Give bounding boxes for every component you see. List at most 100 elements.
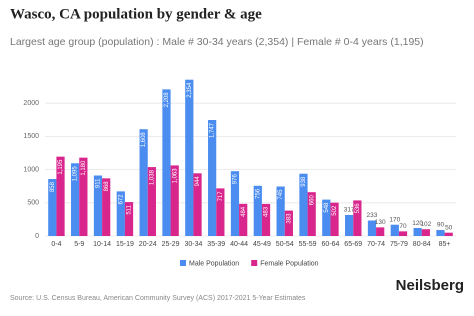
x-tick-label: 20-24 [139,241,157,248]
value-label: 548 [324,202,330,213]
x-tick-label: 55-59 [299,241,317,248]
x-tick-label: 85+ [439,241,451,248]
bar [93,175,103,236]
value-label: 1,608 [141,132,147,148]
bar [444,232,453,236]
value-label: 70 [399,223,407,230]
value-label: 911 [96,178,102,188]
value-label: 120 [412,220,423,227]
x-tick-label: 0-4 [51,241,61,248]
bar [139,129,148,236]
bar [276,186,285,236]
bar [322,199,331,236]
x-tick-label: 10-14 [93,241,111,248]
x-tick-label: 40-44 [230,241,248,248]
value-label: 2,354 [187,82,193,98]
bar [56,156,65,236]
value-label: 1,747 [210,122,216,138]
bar [170,165,179,236]
value-label: 858 [50,181,56,192]
x-tick-label: 80-84 [413,241,431,248]
bar [261,203,271,236]
chart-subtitle: Largest age group (population) : Male # … [10,36,424,48]
value-label: 976 [233,174,239,185]
bar [162,89,171,237]
bar [193,173,202,236]
bar [116,191,125,236]
bar [253,185,262,236]
value-label: 170 [389,216,400,223]
bar [353,200,362,236]
value-label: 660 [309,195,315,206]
bar [102,178,111,236]
x-tick-label: 75-79 [390,241,408,248]
value-label: 672 [118,194,124,205]
bar [299,173,308,236]
y-tick-label: 500 [27,200,39,207]
x-tick-label: 65-69 [344,241,362,248]
x-tick-label: 15-19 [116,241,134,248]
value-label: 102 [420,221,431,228]
x-tick-label: 5-9 [74,241,84,248]
bar [79,157,88,236]
y-tick-label: 0 [35,233,39,240]
bar [376,227,385,236]
value-label: 745 [278,189,284,200]
value-label: 1,180 [81,160,87,176]
legend-swatch [180,260,186,266]
value-label: 938 [301,176,307,187]
bar [307,192,316,236]
bar [185,79,194,236]
bar [345,214,354,236]
value-label: 1,063 [172,168,178,184]
bar [421,229,430,236]
chart-title: Wasco, CA population by gender & age [10,6,262,22]
value-label: 502 [332,205,338,216]
bar [436,230,445,236]
legend-swatch [251,260,258,266]
bar [48,179,57,236]
bar [413,228,422,236]
y-tick-label: 1500 [23,133,39,140]
bar [398,231,408,236]
value-label: 233 [367,212,378,219]
x-tick-label: 60-64 [321,241,339,248]
value-label: 130 [375,219,386,226]
bar [147,167,156,236]
x-tick-label: 35-39 [207,241,225,248]
value-label: 50 [445,224,453,231]
x-tick-label: 25-29 [162,241,180,248]
value-label: 317 [344,207,355,214]
x-tick-label: 70-74 [367,241,385,248]
x-tick-label: 50-54 [276,241,294,248]
x-tick-label: 45-49 [253,241,271,248]
y-tick-label: 2000 [23,100,39,107]
value-label: 1,038 [149,169,155,185]
source: Source: U.S. Census Bureau, American Com… [10,295,306,302]
y-tick-label: 1000 [23,166,39,173]
bar [124,202,134,236]
legend-label: Male Population [189,260,239,267]
value-label: 1,095 [73,166,79,182]
bar [284,210,293,236]
brand-logo: Neilsberg [396,277,464,294]
bar [208,119,217,236]
value-label: 1,195 [58,159,64,175]
x-tick-label: 30-34 [184,241,202,248]
value-label: 483 [264,206,270,217]
bar [230,171,240,236]
value-label: 536 [355,203,361,214]
value-label: 717 [218,191,224,202]
bar [216,188,225,236]
value-label: 2,208 [164,92,170,108]
value-label: 868 [104,181,110,192]
value-label: 944 [195,176,201,187]
value-label: 756 [255,188,261,199]
bar [367,220,377,236]
bar [330,202,339,236]
value-label: 90 [437,222,445,229]
bar [71,163,80,236]
legend-label: Female Population [260,260,318,267]
value-label: 484 [241,206,247,217]
